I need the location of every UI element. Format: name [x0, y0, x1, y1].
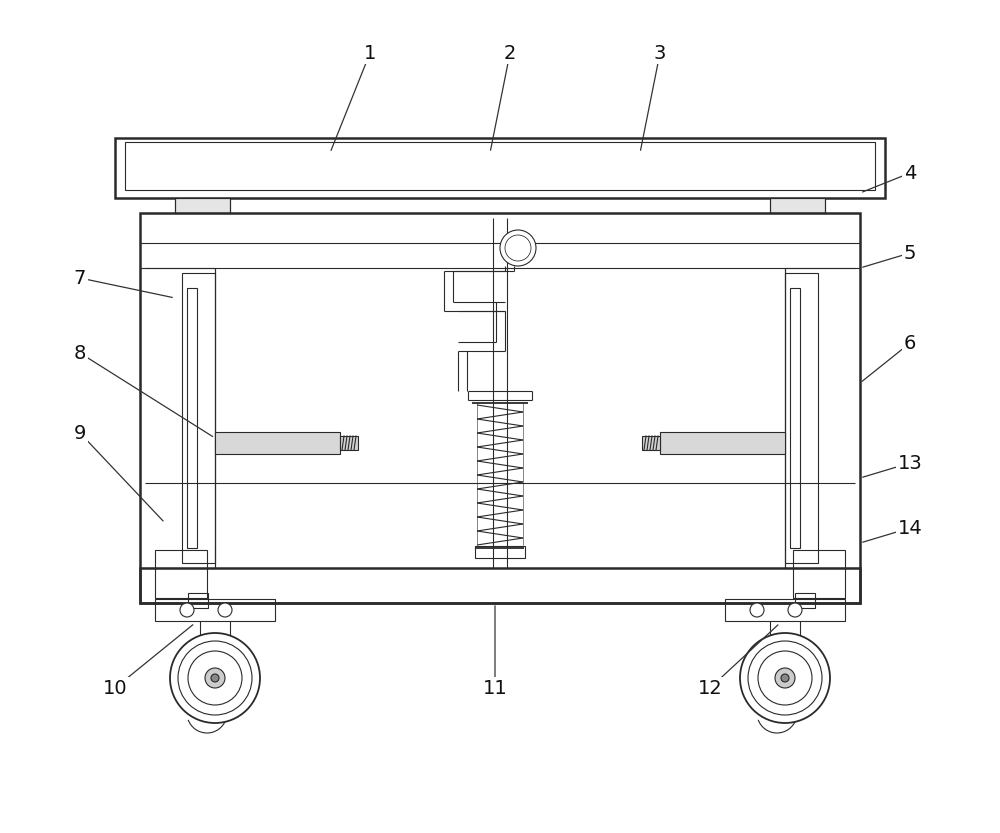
Circle shape: [781, 674, 789, 682]
Bar: [182, 273, 215, 563]
Bar: [340, 436, 358, 450]
Circle shape: [188, 651, 242, 705]
Bar: [790, 288, 800, 548]
Circle shape: [500, 230, 536, 266]
Bar: [155, 599, 275, 621]
Bar: [795, 593, 815, 608]
Bar: [140, 268, 215, 568]
Text: 5: 5: [904, 243, 916, 262]
Bar: [475, 546, 525, 558]
Circle shape: [178, 641, 252, 715]
Circle shape: [205, 668, 225, 688]
Bar: [155, 550, 207, 598]
Circle shape: [750, 603, 764, 617]
Bar: [115, 138, 885, 198]
Bar: [140, 213, 860, 603]
Circle shape: [758, 651, 812, 705]
Text: 4: 4: [904, 163, 916, 182]
Circle shape: [740, 633, 830, 723]
Bar: [725, 599, 845, 621]
Text: 2: 2: [504, 43, 516, 62]
Circle shape: [505, 235, 531, 261]
Text: 7: 7: [74, 268, 86, 287]
Bar: [642, 436, 660, 450]
Text: 8: 8: [74, 343, 86, 362]
Text: 10: 10: [103, 679, 127, 697]
Circle shape: [775, 668, 795, 688]
Bar: [785, 268, 860, 568]
Bar: [187, 288, 197, 548]
Bar: [175, 198, 230, 213]
Circle shape: [748, 641, 822, 715]
Circle shape: [211, 674, 219, 682]
Circle shape: [180, 603, 194, 617]
Text: 9: 9: [74, 423, 86, 442]
Circle shape: [170, 633, 260, 723]
Text: 14: 14: [898, 518, 922, 537]
Bar: [785, 273, 818, 563]
Bar: [770, 198, 825, 213]
Text: 13: 13: [898, 453, 922, 472]
Bar: [175, 198, 230, 213]
Bar: [140, 568, 860, 603]
Bar: [188, 593, 208, 608]
Text: 12: 12: [698, 679, 722, 697]
Bar: [770, 198, 825, 213]
Text: 3: 3: [654, 43, 666, 62]
Text: 6: 6: [904, 333, 916, 352]
Bar: [793, 550, 845, 598]
Circle shape: [788, 603, 802, 617]
Bar: [215, 432, 340, 454]
Bar: [125, 142, 875, 190]
Text: 11: 11: [483, 679, 507, 697]
Text: 1: 1: [364, 43, 376, 62]
Bar: [660, 432, 785, 454]
Circle shape: [218, 603, 232, 617]
